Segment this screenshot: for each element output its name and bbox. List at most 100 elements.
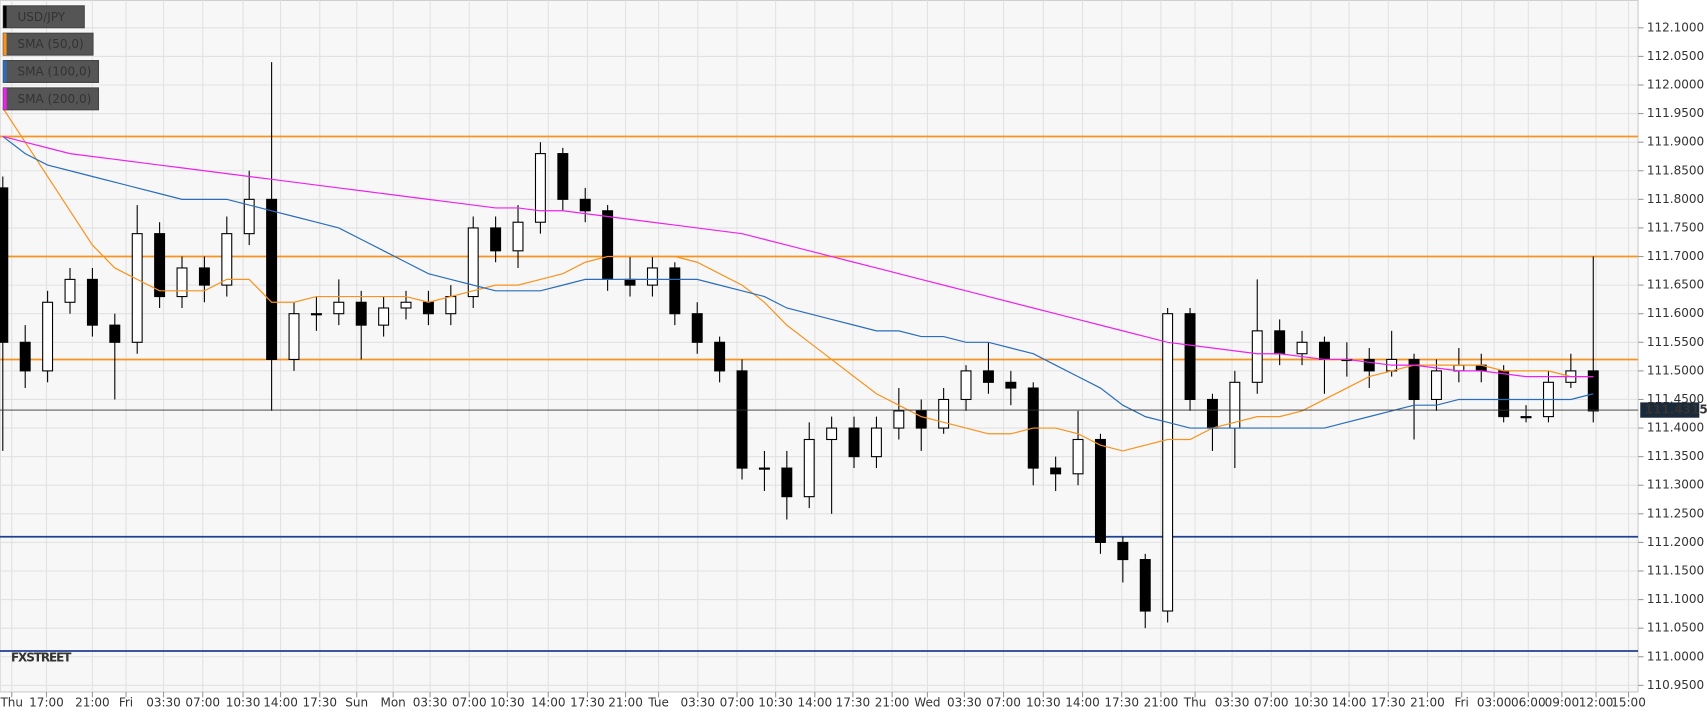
x-tick-label: Wed (914, 695, 940, 709)
candle-body (1206, 398, 1218, 429)
y-tick-label: 111.5500 (1647, 335, 1704, 349)
candle-body (1251, 330, 1263, 383)
candle-body (1363, 358, 1375, 372)
last-price-label: 111.4315 (1645, 403, 1707, 417)
candle-body (870, 427, 882, 458)
candle-body (758, 467, 770, 470)
x-tick-label: 17:30 (302, 695, 337, 709)
x-tick-label: 10:30 (1026, 695, 1061, 709)
x-tick-label: 14:00 (531, 695, 566, 709)
x-tick-label: 21:00 (875, 695, 910, 709)
candle-body (1117, 541, 1129, 561)
y-tick-label: 111.9500 (1647, 106, 1704, 120)
candle-body (198, 267, 210, 286)
x-tick-label: 14:00 (1065, 695, 1100, 709)
y-tick-label: 111.0000 (1647, 649, 1704, 663)
y-tick-label: 111.4000 (1647, 421, 1704, 435)
y-tick-label: 111.3500 (1647, 449, 1704, 463)
x-tick-label: 14:00 (798, 695, 833, 709)
x-tick-label: 10:30 (490, 695, 525, 709)
y-tick-label: 112.1000 (1647, 20, 1704, 34)
legend-swatch (3, 87, 7, 110)
candle-body (1274, 330, 1286, 355)
y-tick-label: 111.0500 (1647, 621, 1704, 635)
x-tick-label: Fri (119, 695, 133, 709)
x-tick-label: 21:00 (1144, 695, 1179, 709)
candle-body (64, 278, 76, 303)
y-tick-label: 111.2500 (1647, 506, 1704, 520)
candle-body (176, 267, 188, 298)
legend-label: USD/JPY (18, 10, 66, 24)
candle-body (938, 398, 950, 429)
candle-body (154, 233, 166, 298)
candle-body (1408, 358, 1420, 401)
legend-label: SMA (50,0) (18, 37, 84, 51)
candle-body (42, 301, 54, 372)
sma-line (2, 135, 1594, 429)
candle-body (893, 410, 905, 429)
y-tick-label: 111.7500 (1647, 220, 1704, 234)
candle-body (1139, 559, 1151, 612)
sma-line (2, 107, 1594, 452)
x-tick-label: Thu (1183, 695, 1207, 709)
y-tick-label: 111.6000 (1647, 306, 1704, 320)
y-tick-label: 111.3000 (1647, 478, 1704, 492)
candle-body (1050, 467, 1062, 475)
candle-body (1184, 313, 1196, 401)
legend-swatch (3, 60, 7, 83)
candle-body (736, 370, 748, 469)
candle-body (467, 227, 479, 298)
x-tick-label: 17:30 (1371, 695, 1406, 709)
x-tick-label: 17:00 (29, 695, 64, 709)
candle-body (1587, 370, 1599, 412)
x-tick-label: 21:00 (608, 695, 643, 709)
y-tick-label: 112.0500 (1647, 49, 1704, 63)
legend-swatch (3, 33, 7, 56)
x-tick-label: Thu (0, 695, 23, 709)
x-tick-label: Tue (647, 695, 669, 709)
candle-body (109, 324, 121, 343)
candle-body (534, 153, 546, 223)
candle-body (1072, 438, 1084, 475)
candle-body (602, 210, 614, 280)
y-tick-label: 111.5000 (1647, 363, 1704, 377)
x-tick-label: 03:30 (146, 695, 181, 709)
candle-body (691, 313, 703, 343)
x-tick-label: 07:00 (452, 695, 487, 709)
candle-body (781, 467, 793, 498)
x-tick-label: 03:30 (947, 695, 982, 709)
candle-body (310, 313, 322, 316)
x-tick-label: 12:00 (1579, 695, 1614, 709)
x-tick-label: 03:30 (680, 695, 715, 709)
candle-body (826, 427, 838, 441)
candle-body (915, 410, 927, 429)
x-tick-label: 07:00 (185, 695, 220, 709)
legend-item: SMA (50,0) (2, 32, 94, 56)
legend-label: SMA (200,0) (18, 92, 92, 106)
x-tick-label: 10:30 (226, 695, 261, 709)
watermark: FXSTREET (11, 651, 72, 665)
candle-body (1094, 438, 1106, 543)
candle-body (669, 267, 681, 315)
candle-body (579, 198, 591, 212)
candle-body (445, 296, 457, 315)
x-tick-label: 07:00 (720, 695, 755, 709)
x-tick-label: 21:00 (75, 695, 110, 709)
candle-body (131, 233, 143, 343)
candle-body (1520, 416, 1532, 419)
x-tick-label: 09:00 (1545, 695, 1580, 709)
x-tick-label: 07:00 (986, 695, 1021, 709)
x-tick-label: 17:30 (836, 695, 871, 709)
candle-body (333, 301, 345, 315)
legend-item: USD/JPY (2, 5, 85, 29)
x-tick-label: 10:30 (758, 695, 793, 709)
legend-item: SMA (100,0) (2, 60, 100, 83)
candle-body (803, 438, 815, 498)
x-tick-label: 17:30 (570, 695, 605, 709)
candle-body (1318, 341, 1330, 360)
candle-body (714, 341, 726, 372)
y-tick-label: 110.9500 (1647, 678, 1704, 692)
candle-body (400, 301, 412, 309)
